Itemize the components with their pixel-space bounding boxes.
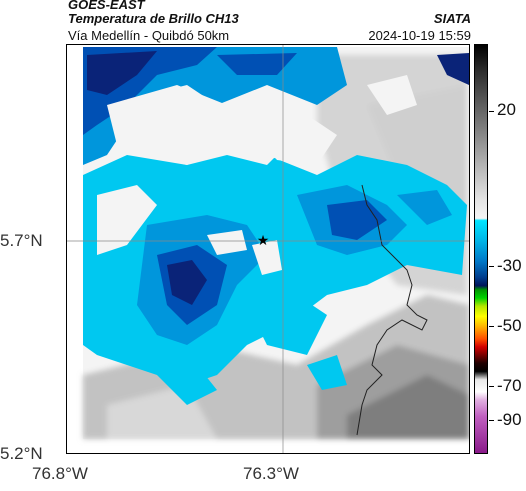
organization-label: SIATA [433, 11, 471, 26]
satellite-name: GOES-EAST [68, 0, 145, 12]
colorbar-tick-label: 20 [497, 100, 516, 119]
colorbar-tick-mark [489, 326, 494, 327]
colorbar [474, 44, 488, 454]
colorbar-tick-mark [489, 111, 494, 112]
colorbar-tick-label: -90 [497, 410, 522, 429]
colorbar-tick-label: -70 [497, 376, 522, 395]
colorbar-tick-mark [489, 266, 494, 267]
lat-tick: 5.7°N [0, 231, 43, 250]
product-title: Temperatura de Brillo CH13 [68, 11, 239, 26]
lon-tick: 76.3°W [243, 464, 299, 483]
star-marker: ★ [257, 233, 270, 249]
satellite-map: ★ [66, 44, 470, 454]
colorbar-tick-mark [489, 386, 494, 387]
lon-tick: 76.8°W [32, 464, 88, 483]
datetime-label: 2024-10-19 15:59 [368, 28, 471, 43]
map-image: ★ [67, 45, 469, 453]
colorbar-tick-label: -30 [497, 256, 522, 275]
border-line [356, 184, 428, 436]
gap-region [97, 75, 417, 275]
colorbar-tick-mark [489, 420, 494, 421]
colorbar-tick-label: -50 [497, 316, 522, 335]
lat-tick: 5.2°N [0, 444, 43, 463]
route-label: Vía Medellín - Quibdó 50km [68, 28, 230, 43]
